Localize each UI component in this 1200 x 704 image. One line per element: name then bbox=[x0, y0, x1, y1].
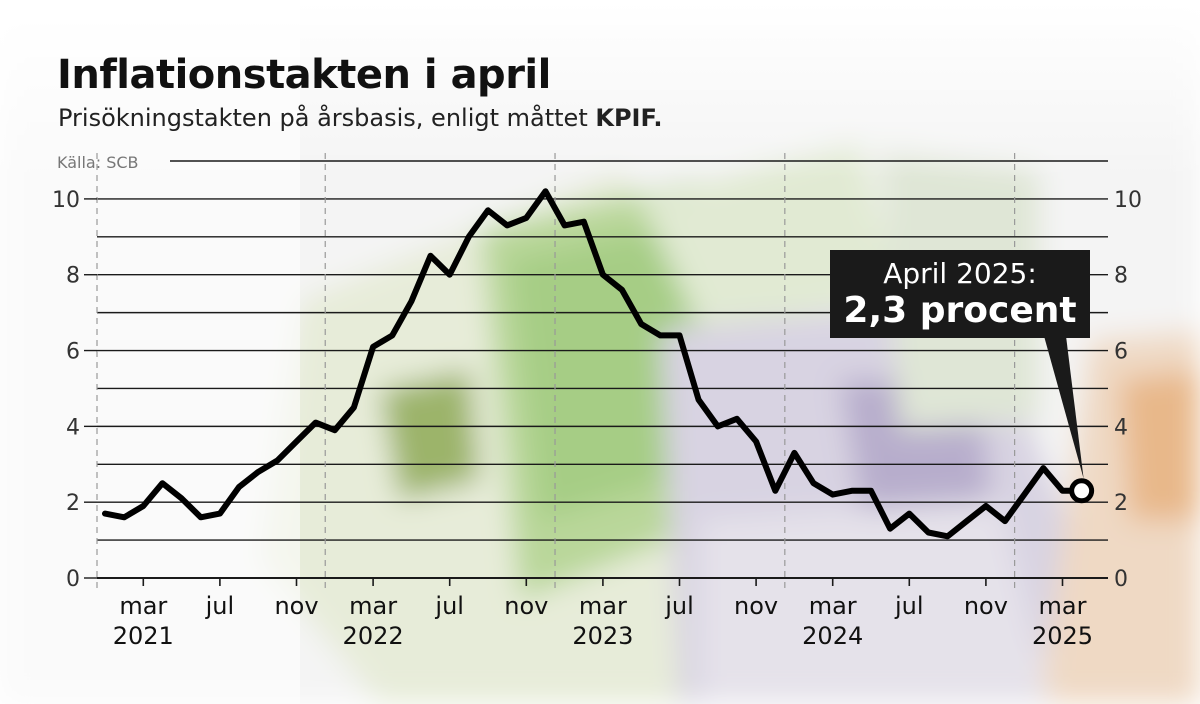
y-tick-label: 6 bbox=[1114, 340, 1128, 365]
year-dividers bbox=[96, 153, 1016, 590]
y-tick-label: 0 bbox=[66, 567, 80, 592]
y-tick-label: 4 bbox=[66, 415, 80, 440]
x-tick-month: jul bbox=[434, 592, 464, 620]
x-tick-month: nov bbox=[734, 592, 778, 620]
callout-value: 2,3 procent bbox=[843, 290, 1076, 331]
y-tick-label: 0 bbox=[1114, 567, 1128, 592]
x-tick-month: nov bbox=[504, 592, 548, 620]
gridlines bbox=[97, 160, 1108, 579]
highlight-point bbox=[1069, 478, 1095, 504]
y-tick-label: 8 bbox=[1114, 264, 1128, 289]
x-tick-month: nov bbox=[964, 592, 1008, 620]
x-tick-month: nov bbox=[274, 592, 318, 620]
x-tick-month: jul bbox=[894, 592, 924, 620]
subtitle-text: Prisökningstakten på årsbasis, enligt må… bbox=[58, 104, 596, 132]
y-tick-label: 2 bbox=[1114, 491, 1128, 516]
y-tick-label: 10 bbox=[52, 188, 80, 213]
callout-date: April 2025: bbox=[883, 257, 1037, 290]
series-line bbox=[102, 188, 1085, 540]
x-tick-year: 2023 bbox=[572, 622, 633, 650]
x-tick-month: mar bbox=[809, 592, 857, 620]
x-tick-year: 2022 bbox=[343, 622, 404, 650]
subtitle-kpif: KPIF. bbox=[595, 104, 663, 132]
y-tick-label: 8 bbox=[66, 264, 80, 289]
x-tick-month: mar bbox=[349, 592, 397, 620]
x-tick-year: 2024 bbox=[802, 622, 863, 650]
chart-subtitle: Prisökningstakten på årsbasis, enligt må… bbox=[58, 104, 662, 132]
chart-title: Inflationstakten i april bbox=[57, 52, 551, 98]
y-tick-label: 10 bbox=[1114, 188, 1142, 213]
x-tick-month: mar bbox=[579, 592, 627, 620]
series-kpif bbox=[102, 188, 1095, 540]
callout-box bbox=[830, 250, 1090, 338]
y-tick-label: 4 bbox=[1114, 415, 1128, 440]
source-label: Källa: SCB bbox=[57, 153, 139, 172]
callout-pointer bbox=[1044, 336, 1084, 479]
x-tick-month: jul bbox=[205, 592, 235, 620]
y-axis-left: 0 2 4 6 8 10 bbox=[52, 188, 97, 592]
x-tick-year: 2021 bbox=[113, 622, 174, 650]
y-tick-label: 6 bbox=[66, 340, 80, 365]
x-tick-year: 2025 bbox=[1032, 622, 1093, 650]
y-axis-right: 0 2 4 6 8 10 bbox=[1114, 188, 1142, 592]
y-tick-label: 2 bbox=[66, 491, 80, 516]
callout: April 2025: 2,3 procent bbox=[830, 250, 1090, 479]
x-tick-month: jul bbox=[664, 592, 694, 620]
x-tick-month: mar bbox=[1039, 592, 1087, 620]
x-tick-month: mar bbox=[119, 592, 167, 620]
